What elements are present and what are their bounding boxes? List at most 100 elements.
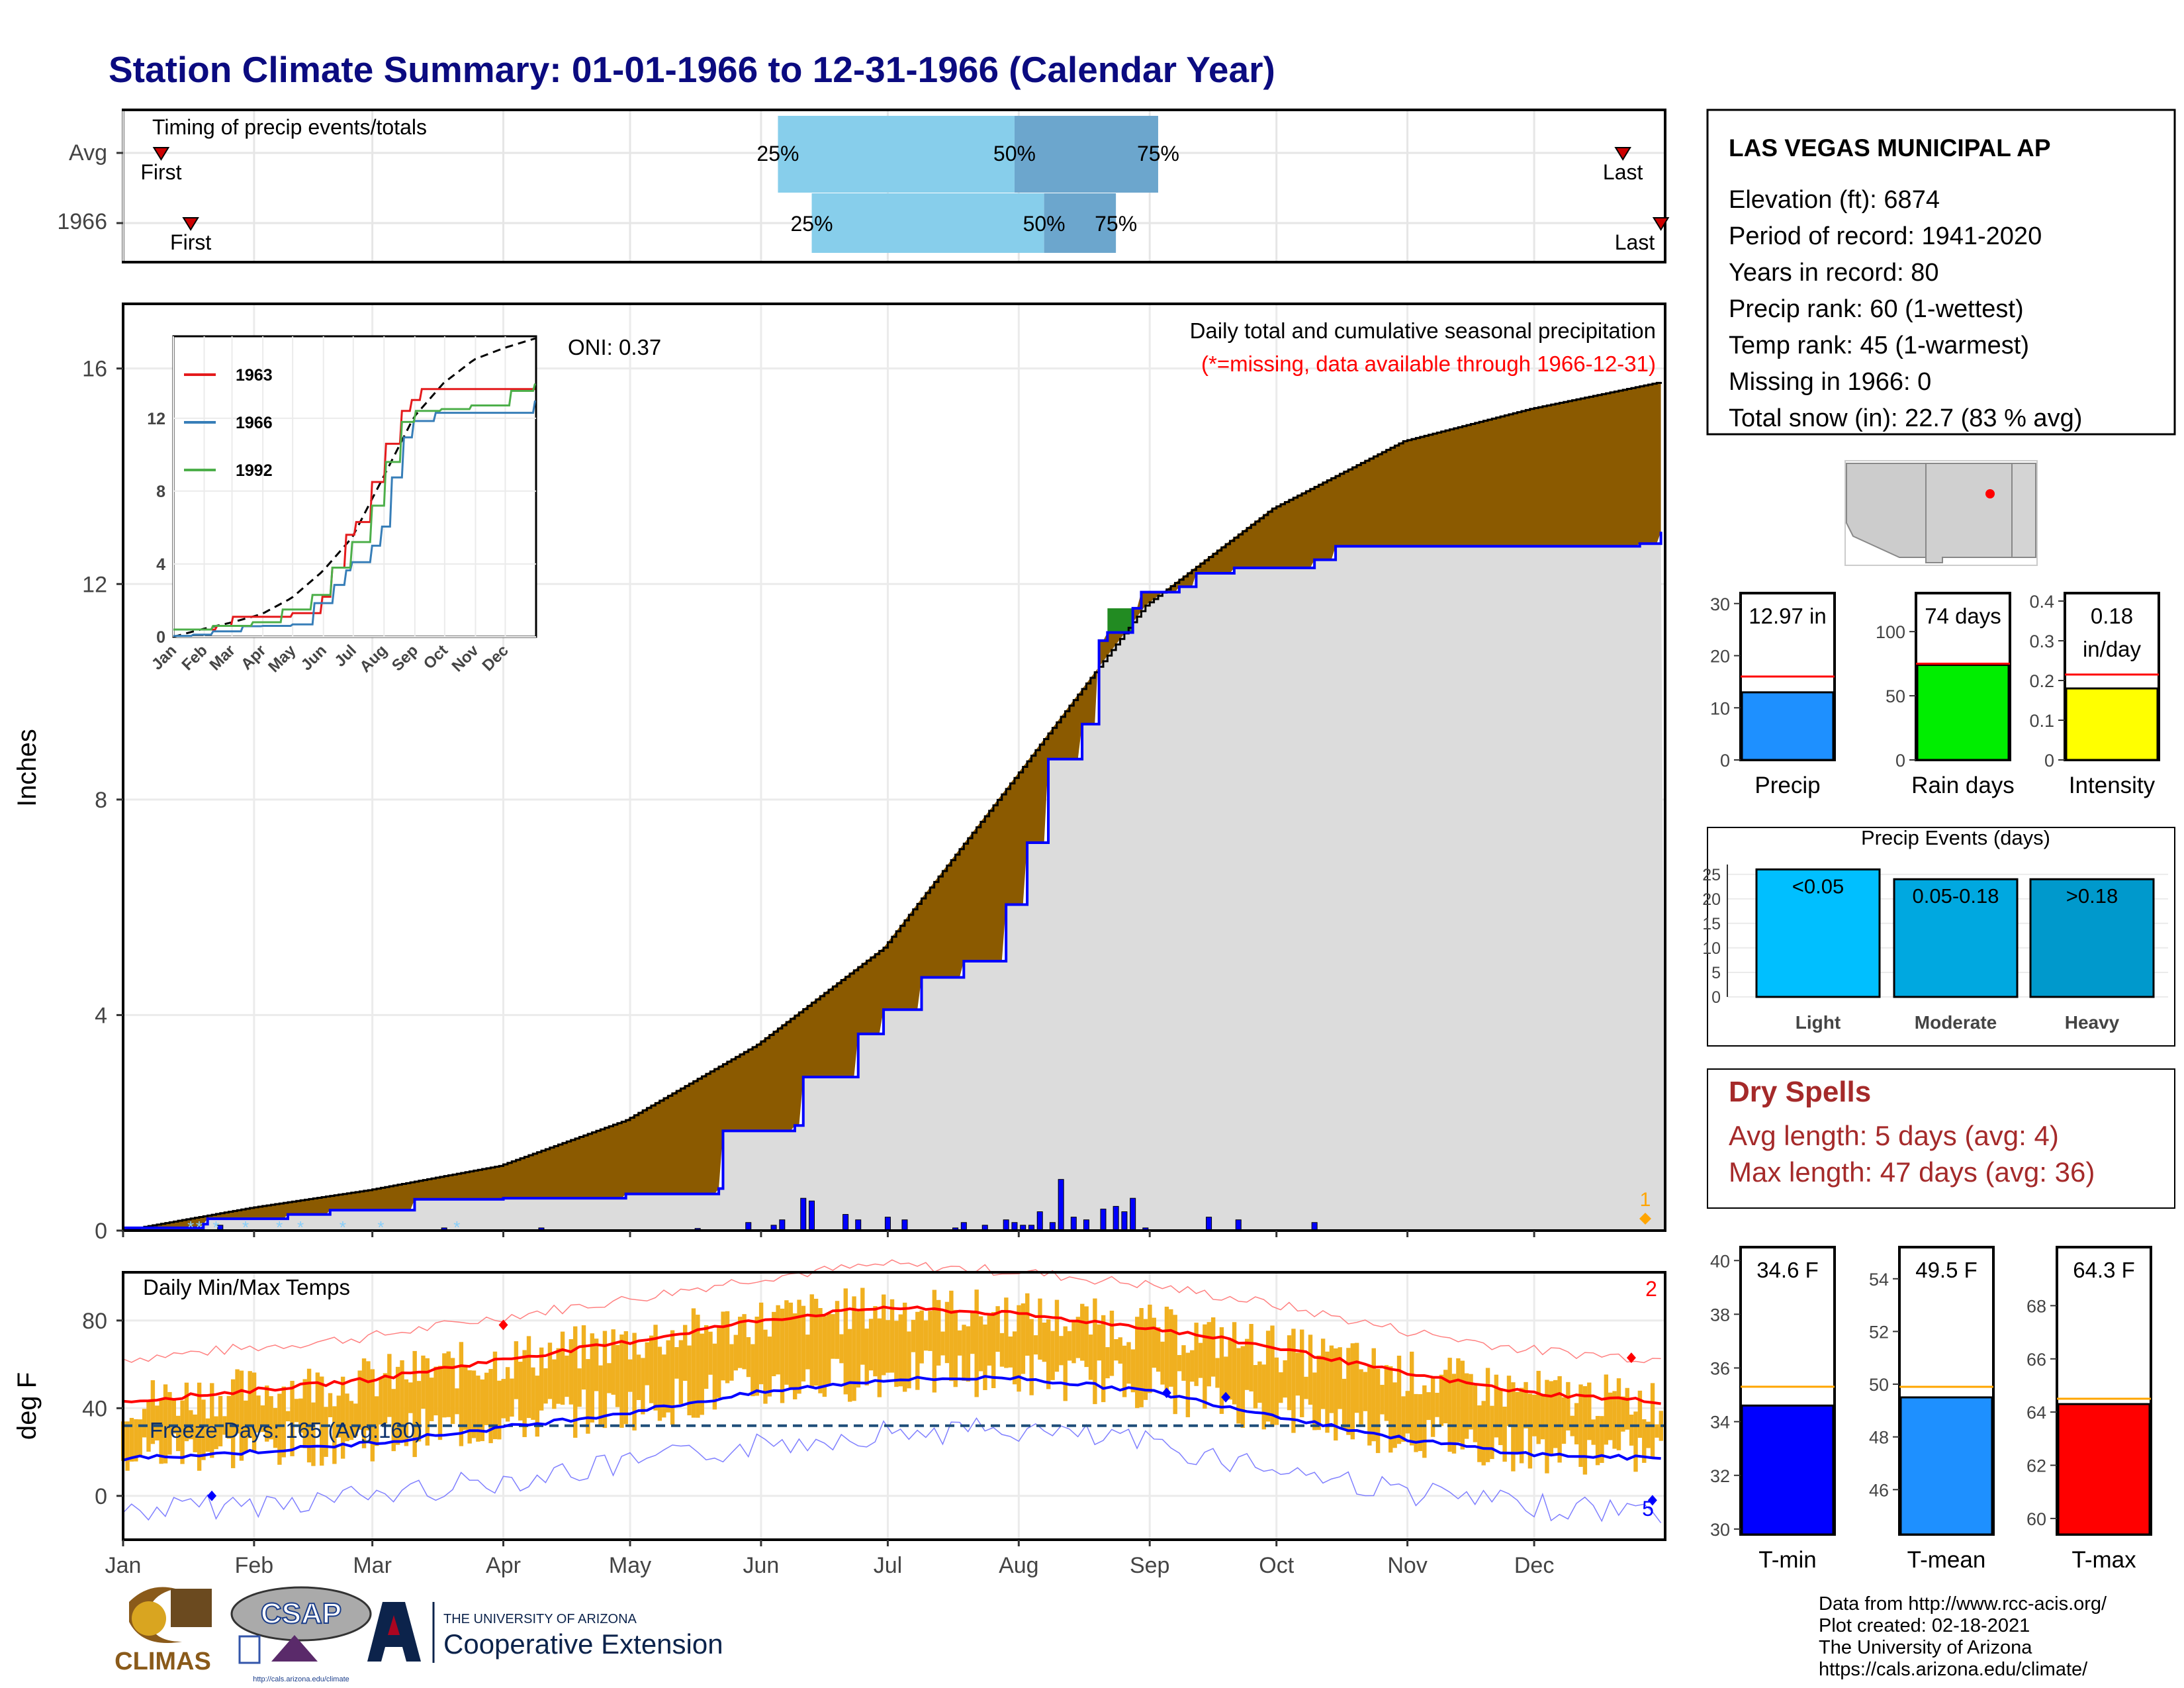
daily-temp-bar [1148, 1304, 1152, 1393]
precip-events-chart: Precip Events (days) 0 5 10 15 20 25 <0.05 Ligh… [1702, 826, 2175, 1047]
temp-gauge-bar [1741, 1404, 1835, 1536]
daily-temp-bar [285, 1411, 291, 1422]
daily-temp-bar [839, 1334, 844, 1364]
daily-temp-bar [662, 1354, 666, 1418]
temp-gauge-tick-label: 66 [2026, 1350, 2046, 1370]
daily-temp-bar [298, 1398, 303, 1433]
daily-temp-bar [1143, 1319, 1148, 1400]
daily-temp-bar [1616, 1378, 1621, 1450]
daily-temp-bar [641, 1358, 645, 1415]
timing-panel: 25% 50% 75% First Last 25% 50% 75% First Last Tim… [57, 109, 1670, 263]
events-tick-label: 10 [1702, 939, 1721, 958]
precip-gauge-tick-label: 0.4 [2029, 592, 2054, 612]
daily-temp-bar [510, 1378, 514, 1417]
daily-temp-bar [1029, 1319, 1034, 1395]
daily-temp-bar [822, 1316, 827, 1397]
footer-line-created: Plot created: 02-18-2021 [1819, 1615, 2030, 1636]
daily-temp-bar [1156, 1327, 1161, 1372]
month-label: Sep [1130, 1553, 1170, 1578]
daily-temp-bar [636, 1354, 641, 1401]
daily-temp-bar [1566, 1382, 1570, 1430]
month-label: Dec [1514, 1553, 1554, 1578]
timing-box-upper [1014, 116, 1158, 193]
daily-temp-bar [1578, 1384, 1583, 1467]
daily-temp-bar [1591, 1419, 1596, 1445]
daily-temp-bar [1485, 1368, 1490, 1462]
daily-temp-bar [1300, 1329, 1304, 1417]
precip-gauge-tick-label: 30 [1710, 594, 1730, 614]
temp-gauge-tick-label: 62 [2026, 1456, 2046, 1476]
daily-precip-bar [1206, 1217, 1212, 1231]
daily-temp-bar [1557, 1376, 1562, 1463]
daily-temp-bar [902, 1302, 907, 1392]
daily-temp-bar [235, 1369, 240, 1434]
daily-temp-bar [353, 1403, 358, 1436]
daily-temp-bar [459, 1342, 464, 1446]
daily-temp-bar [134, 1419, 138, 1462]
climas-logo-text: CLIMAS [114, 1648, 211, 1675]
daily-temp-bar [375, 1396, 379, 1446]
timing-box-lower [778, 116, 1015, 193]
daily-temp-bar [877, 1318, 882, 1397]
daily-temp-bar [758, 1302, 764, 1385]
daily-temp-bar [1219, 1327, 1224, 1414]
daily-temp-bar [590, 1333, 594, 1423]
daily-temp-bar [1122, 1345, 1127, 1397]
daily-temp-bar [1388, 1366, 1393, 1453]
daily-temp-bar [1519, 1387, 1524, 1464]
dry-spells-box: Dry Spells Avg length: 5 days (avg: 4) M… [1707, 1068, 2175, 1209]
daily-temp-bar [949, 1290, 954, 1382]
daily-temp-bar [239, 1370, 244, 1461]
daily-temp-bar [674, 1347, 679, 1379]
temp-gauge-value: 34.6 F [1756, 1258, 1819, 1282]
daily-temp-bar [1595, 1416, 1600, 1466]
daily-temp-bar [696, 1315, 700, 1418]
month-label: Jan [105, 1553, 142, 1578]
daily-temp-bar [611, 1329, 615, 1395]
snow-marker: * [340, 1217, 346, 1237]
daily-temp-bar [712, 1343, 717, 1410]
daily-temp-bar [463, 1366, 468, 1430]
daily-temp-bar [1253, 1365, 1258, 1409]
daily-temp-bar [577, 1368, 582, 1407]
inset-series-line [173, 400, 536, 637]
temp-gauge-tick-label: 64 [2026, 1403, 2046, 1423]
temp-gauge-value: 64.3 F [2073, 1258, 2135, 1282]
temp-ytick-label: 40 [82, 1396, 107, 1421]
daily-temp-bar [1164, 1306, 1169, 1393]
daily-temp-bar [1371, 1348, 1376, 1442]
daily-temp-bar [1046, 1319, 1051, 1389]
month-label: Apr [486, 1553, 521, 1578]
daily-precip-bar [1036, 1211, 1043, 1231]
daily-temp-bar [1071, 1321, 1076, 1364]
daily-temp-bar [1422, 1385, 1427, 1458]
ua-big-text: Cooperative Extension [443, 1628, 723, 1660]
dry-spells-title: Dry Spells [1729, 1076, 1871, 1108]
precip-gauge-value-unit: in/day [2083, 637, 2142, 661]
daily-temp-bar [222, 1416, 227, 1435]
daily-temp-bar [565, 1355, 569, 1397]
record-marker [1221, 1391, 1231, 1403]
daily-temp-bar [886, 1320, 890, 1373]
daily-temp-bar [1203, 1324, 1207, 1409]
daily-temp-bar [1384, 1365, 1389, 1421]
daily-temp-bar [476, 1376, 480, 1442]
daily-temp-bar [1240, 1346, 1246, 1429]
daily-precip-bar [884, 1217, 891, 1231]
daily-temp-bar [180, 1400, 185, 1464]
daily-temp-bar [852, 1296, 856, 1401]
daily-temp-bar [1363, 1372, 1368, 1411]
daily-temp-bar [1409, 1351, 1414, 1446]
daily-temp-bar [480, 1379, 485, 1442]
daily-temp-bar [1224, 1356, 1228, 1397]
daily-temp-bar [594, 1338, 599, 1391]
daily-temp-bar [932, 1289, 937, 1393]
temp-gauge-tick-label: 60 [2026, 1509, 2046, 1529]
daily-temp-bar [391, 1389, 396, 1452]
precip-gauge-value: 74 days [1925, 604, 2001, 628]
precip-ytick-label: 0 [95, 1219, 107, 1244]
daily-temp-bar [831, 1314, 835, 1359]
precip-gauge-label: Precip [1754, 773, 1820, 798]
daily-temp-bar [1600, 1416, 1604, 1463]
